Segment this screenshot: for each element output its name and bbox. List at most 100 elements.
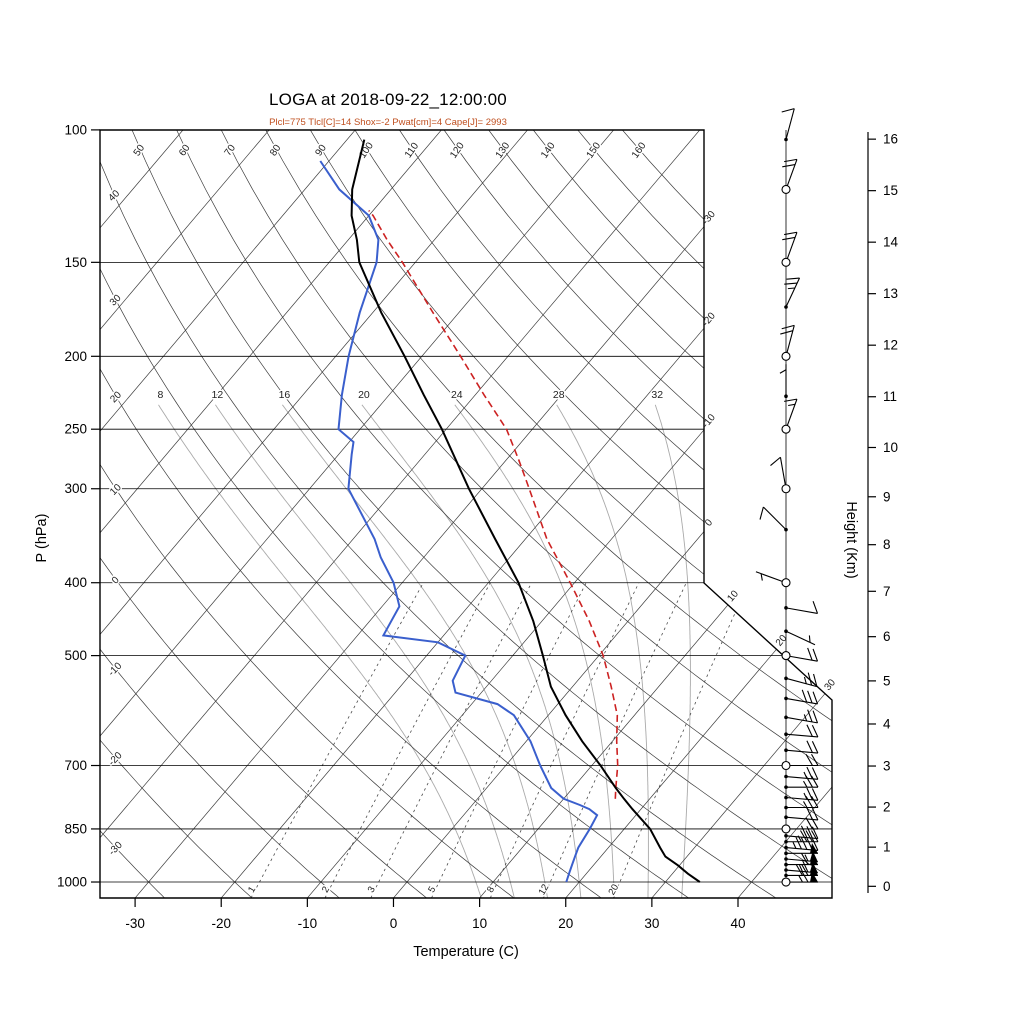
height-tick-label: 11 xyxy=(883,389,897,404)
dry-adiabat-line xyxy=(100,130,340,898)
wind-barb-feather xyxy=(806,787,813,801)
wind-barb-feather xyxy=(807,709,813,723)
wind-barb-feather xyxy=(801,689,808,703)
moist-adiabat-label: 32 xyxy=(651,389,663,401)
height-tick-label: 8 xyxy=(883,537,891,552)
wind-level-dot xyxy=(784,305,788,309)
wind-barb-feather xyxy=(782,236,796,241)
wind-barb-half-feather xyxy=(803,676,807,684)
wind-barb-feather xyxy=(759,506,764,520)
wind-barb-staff xyxy=(785,697,818,705)
wind-barb-feather xyxy=(811,775,819,788)
height-tick-label: 6 xyxy=(883,629,891,644)
moist-adiabat-label: 8 xyxy=(158,389,164,401)
mixing-ratio-label: 5 xyxy=(426,885,438,895)
height-tick-label: 5 xyxy=(883,673,891,688)
isotherm-edge-label: -30 xyxy=(700,209,718,227)
wind-barb-half-feather xyxy=(808,635,811,643)
isotherm-line xyxy=(100,130,356,898)
wind-barb-feather xyxy=(781,108,795,113)
isotherm-edge-label: 30 xyxy=(822,677,838,693)
wind-barb-feather xyxy=(811,753,819,766)
dry-adiabat-line xyxy=(100,130,515,898)
wind-barb-feather xyxy=(801,870,809,883)
sounding-curves xyxy=(319,139,701,883)
pressure-tick-label: 250 xyxy=(64,422,87,437)
pressure-axis-title: P (hPa) xyxy=(34,513,50,563)
wind-barb-staff xyxy=(785,630,816,646)
mixing-ratio-line xyxy=(250,582,424,898)
wind-barbs xyxy=(755,108,819,887)
chart-parameters-line: Plcl=775 Tlcl[C]=14 Shox=-2 Pwat[cm]=4 C… xyxy=(269,117,507,128)
wind-level-dot xyxy=(784,137,788,142)
dry-adiabat-line xyxy=(220,130,832,898)
isotherm-line xyxy=(737,130,832,898)
wind-barb-feather xyxy=(801,853,809,865)
pressure-tick-label: 100 xyxy=(64,122,87,137)
wind-barb-half-feather xyxy=(804,854,809,862)
wind-barb-feather xyxy=(811,795,819,808)
dewpoint-curve xyxy=(319,160,599,883)
moist-adiabats-group xyxy=(158,404,691,898)
pressure-tick-label: 700 xyxy=(64,758,87,773)
temperature-tick-label: 40 xyxy=(730,916,745,931)
dry-adiabat-line xyxy=(309,130,832,898)
wind-level-dot xyxy=(784,868,788,872)
isotherm-line xyxy=(393,130,832,898)
wind-barb-feather xyxy=(812,710,819,724)
wind-barb-staff xyxy=(785,677,818,688)
height-tick-label: 12 xyxy=(883,338,898,353)
dry-adiabat-line xyxy=(100,130,777,898)
wind-barb-staff xyxy=(785,159,798,190)
skewt-background xyxy=(100,130,832,898)
height-tick-label: 13 xyxy=(883,286,898,301)
pressure-tick-label: 850 xyxy=(64,821,87,836)
wind-level-circle xyxy=(781,257,791,267)
wind-barb-feather xyxy=(811,838,819,851)
wind-level-dot xyxy=(784,748,788,753)
moist-adiabat-line xyxy=(282,404,549,898)
isotherm-edge-label: 10 xyxy=(725,588,741,604)
height-tick-label: 7 xyxy=(883,584,891,599)
dry-adiabat-top-label: 80 xyxy=(268,142,284,158)
mixing-ratio-label: 12 xyxy=(537,882,552,897)
background-labels: 50 60 70 80 90 100 110 120 130 140 150 160403020100… xyxy=(57,122,899,931)
dry-adiabat-left-label: 30 xyxy=(108,292,124,308)
wind-barb-half-feather xyxy=(803,801,808,808)
moist-adiabat-line xyxy=(158,404,482,898)
wind-barb-feather xyxy=(805,795,813,808)
wind-barb-half-feather xyxy=(760,573,763,581)
dry-adiabat-top-label: 90 xyxy=(313,142,329,158)
isotherm-edge-label: 0 xyxy=(703,517,715,529)
height-tick-label: 16 xyxy=(883,132,898,147)
wind-barb-feather xyxy=(811,817,819,830)
wind-barb-staff xyxy=(785,835,818,840)
height-tick-label: 10 xyxy=(883,440,898,455)
moist-adiabat-line xyxy=(654,404,691,898)
pressure-tick-label: 400 xyxy=(64,575,87,590)
moist-adiabat-label: 24 xyxy=(451,389,463,401)
wind-barb-feather xyxy=(805,817,813,830)
temperature-tick-label: 10 xyxy=(472,916,487,931)
dry-adiabat-line xyxy=(100,130,427,898)
moist-adiabat-line xyxy=(454,404,615,898)
mixing-ratio-line xyxy=(431,582,587,898)
height-axis-title: Height (Km) xyxy=(843,501,859,579)
isotherm-line xyxy=(651,130,832,898)
wind-level-dot xyxy=(784,857,788,861)
wind-barb-feather xyxy=(811,724,819,738)
isotherms-group xyxy=(100,130,832,898)
chart-title: LOGA at 2018-09-22_12:00:00 xyxy=(269,90,507,109)
wind-barb-feather xyxy=(811,767,819,780)
moist-adiabat-label: 28 xyxy=(553,389,565,401)
wind-barb-half-feather xyxy=(798,864,803,872)
wind-level-dot xyxy=(784,527,788,532)
wind-barb-feather xyxy=(782,164,796,168)
wind-barb-half-feather xyxy=(798,875,803,883)
dry-adiabat-line xyxy=(100,130,602,898)
wind-level-dot xyxy=(784,839,788,844)
wind-level-dot xyxy=(784,845,788,850)
wind-barb-feather xyxy=(807,647,813,661)
dry-adiabat-line xyxy=(100,130,165,898)
wind-barb-feather xyxy=(784,231,798,236)
